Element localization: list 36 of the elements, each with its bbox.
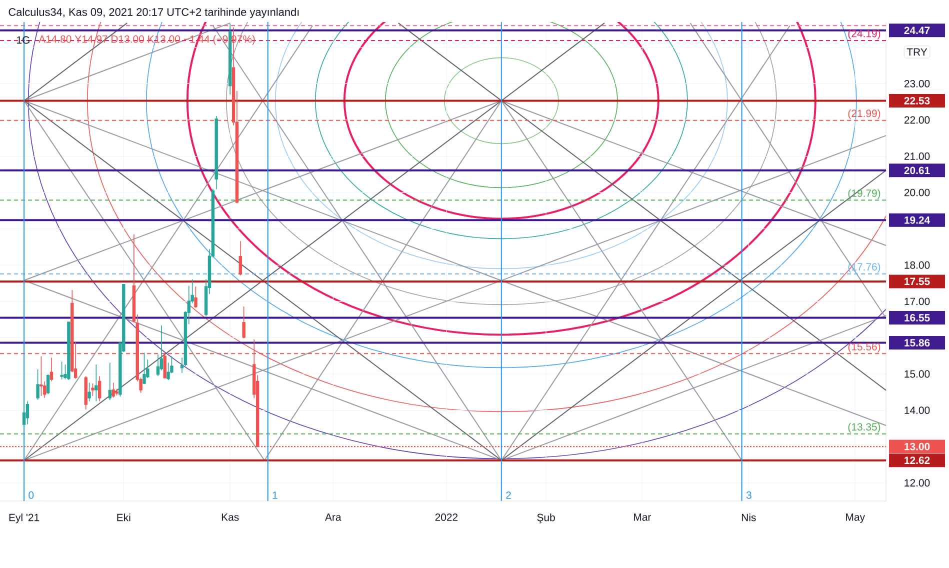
y-tick-label: 23.00	[904, 80, 930, 88]
ref-line-label: (24.19)	[848, 30, 880, 40]
ref-line-label: 12.62	[904, 456, 930, 464]
y-tick-label: 17.00	[904, 298, 930, 306]
y-tick-label: 18.00	[904, 261, 930, 269]
x-tick-label: Mar	[634, 514, 652, 521]
y-tick-label: 22.00	[904, 116, 930, 124]
ref-line-label: 17.55	[904, 278, 930, 286]
ref-line-label: (15.56)	[848, 342, 880, 352]
ref-line-label: 2	[506, 491, 511, 499]
chart-title: Calculus34, Kas 09, 2021 20:17 UTC+2 tarihinde yayınlandı	[8, 8, 299, 18]
y-axis-title: TRY	[906, 48, 928, 56]
ref-line-label: 22.53	[904, 97, 930, 104]
ref-line-label: 16.55	[904, 314, 930, 322]
y-tick-label: 15.00	[904, 370, 930, 378]
ref-line-label: 24.47	[904, 26, 930, 34]
x-tick-label: Eyl '21	[9, 514, 40, 524]
ref-line-label: 13.00	[904, 442, 930, 450]
y-tick-label: 12.00	[904, 479, 930, 487]
y-tick-label: 21.00	[904, 152, 930, 160]
ref-line-label: 20.61	[904, 166, 930, 174]
x-tick-label: 2022	[435, 514, 458, 521]
ref-line-label: (13.35)	[848, 422, 880, 433]
x-tick-label: Eki	[117, 514, 130, 522]
x-tick-label: Nis	[742, 514, 756, 522]
y-tick-label: 20.00	[904, 188, 930, 196]
x-tick-label: Şub	[537, 514, 555, 524]
x-tick-label: Kas	[222, 514, 239, 521]
ref-line-label: 1	[272, 492, 278, 499]
x-tick-label: May	[846, 514, 865, 523]
ref-line-label: 3	[746, 491, 752, 499]
ref-line-label: 19.24	[904, 216, 930, 224]
y-tick-label: 14.00	[904, 406, 930, 414]
ref-line-label: 0	[28, 491, 34, 499]
x-tick-label: Ara	[324, 514, 342, 521]
ref-line-label: 15.86	[904, 339, 930, 346]
